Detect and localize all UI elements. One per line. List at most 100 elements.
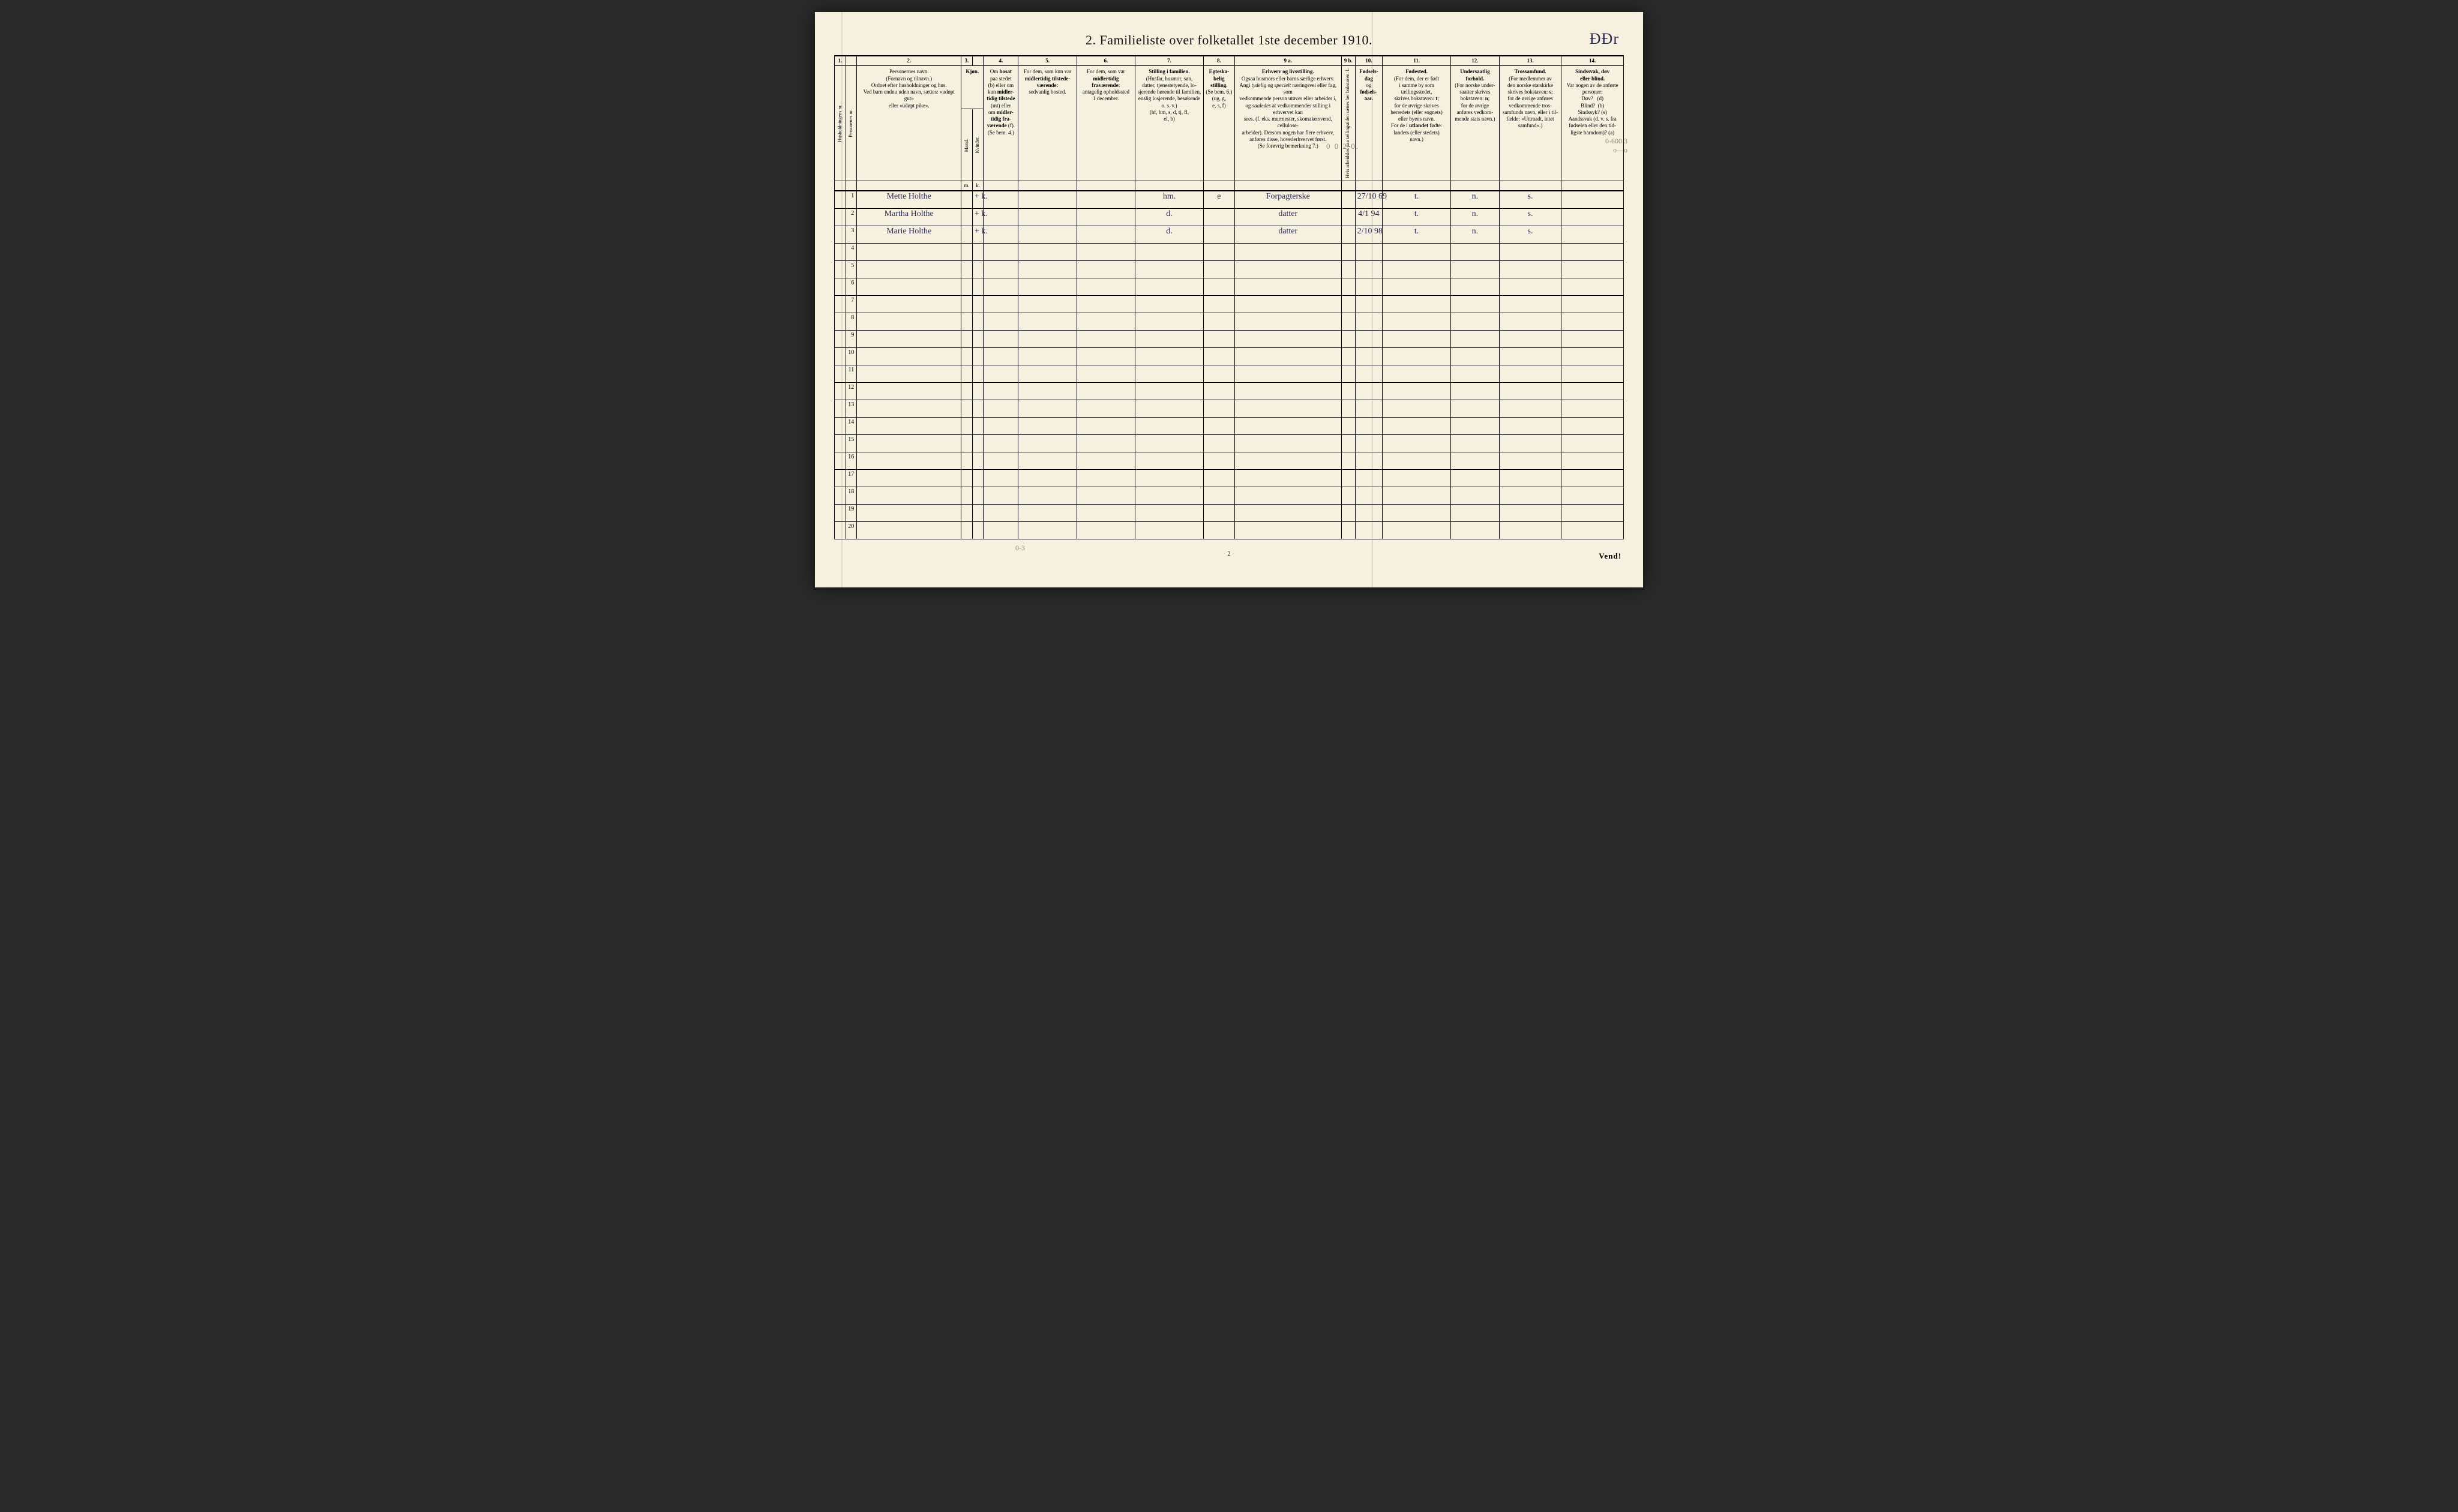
cell — [1135, 418, 1204, 435]
cell — [961, 348, 973, 365]
cell — [1077, 400, 1135, 418]
fodested: t. — [1383, 209, 1451, 226]
cell — [1135, 296, 1204, 313]
cell — [1203, 435, 1234, 452]
cell — [1499, 452, 1561, 470]
cell — [1561, 487, 1624, 505]
cell — [1341, 278, 1355, 296]
cell — [1018, 261, 1077, 278]
cell — [1203, 505, 1234, 522]
col-12-header: Undersaatligforhold.(For norske under-sa… — [1451, 66, 1500, 181]
cell — [1077, 435, 1135, 452]
cell — [1499, 296, 1561, 313]
cell — [961, 400, 973, 418]
cell — [961, 470, 973, 487]
table-body: 1Mette Holthe+ k.hm.eForpagterske27/10 6… — [835, 191, 1624, 539]
cell — [1341, 244, 1355, 261]
stilling-fam: d. — [1135, 226, 1204, 244]
cell — [1135, 522, 1204, 539]
cell — [1499, 435, 1561, 452]
stilling-fam: hm. — [1135, 191, 1204, 209]
cell — [1355, 487, 1383, 505]
cell — [1018, 244, 1077, 261]
cell — [1383, 348, 1451, 365]
column-number: 11. — [1383, 56, 1451, 66]
cell — [961, 261, 973, 278]
cell — [1451, 296, 1500, 313]
page-title: 2. Familieliste over folketallet 1ste de… — [834, 32, 1624, 48]
table-row: 10 — [835, 348, 1624, 365]
col-6-header: For dem, som varmidlertidigfraværende:an… — [1077, 66, 1135, 181]
col-10-header: Fødsels-dagogfødsels-aar. — [1355, 66, 1383, 181]
sinds — [1561, 226, 1624, 244]
column-number: 12. — [1451, 56, 1500, 66]
cell — [1018, 365, 1077, 383]
cell — [1077, 487, 1135, 505]
cell — [1135, 487, 1204, 505]
cell — [1077, 261, 1135, 278]
cell — [835, 244, 846, 261]
cell — [1499, 348, 1561, 365]
table-row: 12 — [835, 383, 1624, 400]
midl-frav — [1077, 191, 1135, 209]
cell — [1451, 452, 1500, 470]
cell — [1561, 505, 1624, 522]
trossamfund: s. — [1499, 209, 1561, 226]
cell — [1383, 296, 1451, 313]
cell — [1451, 435, 1500, 452]
cell — [972, 348, 984, 365]
cell — [1383, 470, 1451, 487]
col-3-header: Kjøn. — [961, 66, 984, 109]
cell — [857, 418, 961, 435]
cell — [961, 435, 973, 452]
cell — [1341, 400, 1355, 418]
cell — [961, 505, 973, 522]
cell — [972, 261, 984, 278]
cell — [1077, 505, 1135, 522]
cell — [961, 365, 973, 383]
cell — [984, 261, 1018, 278]
cell — [1341, 522, 1355, 539]
cell — [1383, 365, 1451, 383]
cell — [1499, 400, 1561, 418]
cell — [1234, 348, 1341, 365]
cell — [857, 470, 961, 487]
cell — [1203, 470, 1234, 487]
cell — [1018, 348, 1077, 365]
cell — [1383, 487, 1451, 505]
column-number: 10. — [1355, 56, 1383, 66]
column-number: 7. — [1135, 56, 1204, 66]
cell — [1355, 348, 1383, 365]
table-row: 8 — [835, 313, 1624, 331]
cell — [1499, 470, 1561, 487]
census-table: 1.2.3.4.5.6.7.8.9 a.9 b.10.11.12.13.14. … — [834, 55, 1624, 539]
cell — [1561, 435, 1624, 452]
stilling-fam: d. — [1135, 209, 1204, 226]
cell — [857, 452, 961, 470]
col-7-header: Stilling i familien.(Husfar, husmor, søn… — [1135, 66, 1204, 181]
undersaat: n. — [1451, 226, 1500, 244]
table-head: 1.2.3.4.5.6.7.8.9 a.9 b.10.11.12.13.14. … — [835, 56, 1624, 191]
cell — [1203, 313, 1234, 331]
cell — [1234, 365, 1341, 383]
name-cell: Martha Holthe — [857, 209, 961, 226]
cell — [1451, 278, 1500, 296]
cell: 6 — [846, 278, 857, 296]
midl-tilstede — [1018, 226, 1077, 244]
cell — [1383, 522, 1451, 539]
column-header-row: Husholdningens nr. Personenes nr. Person… — [835, 66, 1624, 109]
cell — [961, 418, 973, 435]
cell — [1355, 313, 1383, 331]
cell — [1077, 296, 1135, 313]
cell: 19 — [846, 505, 857, 522]
cell — [1234, 331, 1341, 348]
cell — [1135, 244, 1204, 261]
under-col4-note: 0-3 — [1015, 544, 1025, 553]
cell — [1203, 418, 1234, 435]
column-number: 14. — [1561, 56, 1624, 66]
erhverv: Forpagterske — [1234, 191, 1341, 209]
cell — [984, 505, 1018, 522]
cell — [1203, 522, 1234, 539]
cell — [835, 435, 846, 452]
cell — [835, 487, 846, 505]
